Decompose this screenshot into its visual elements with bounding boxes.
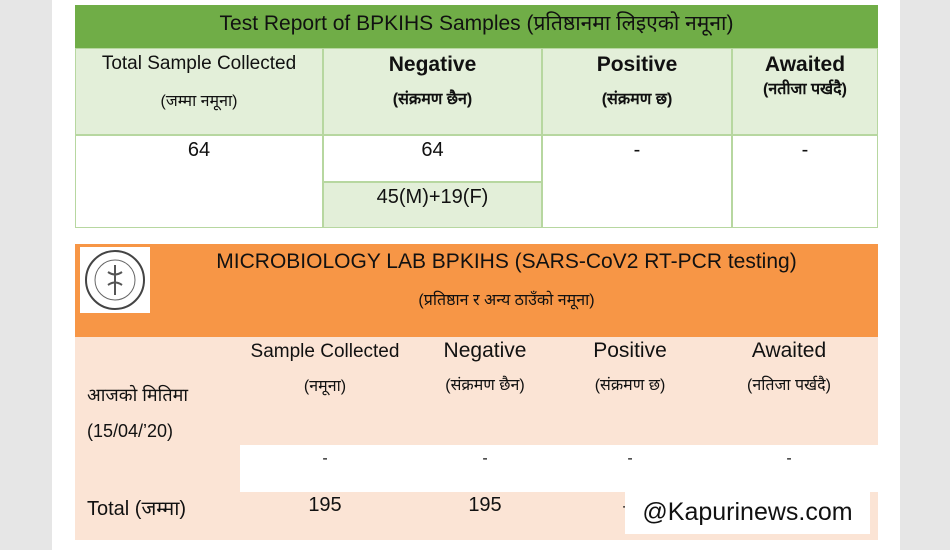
value: - [633,139,641,161]
header-label: Negative [388,53,477,76]
lab-title-bar: MICROBIOLOGY LAB BPKIHS (SARS-CoV2 RT-PC… [75,244,878,337]
header-sub: (नमूना) [303,378,347,395]
header-sub: (संक्रमण छ) [594,377,666,394]
header-cell: Awaited (नतिजा पर्खदै) [700,337,878,445]
header-cell: Positive (संक्रमण छ) [560,337,700,445]
value-cell: 45(M)+19(F) [323,182,542,228]
value: - [700,450,878,468]
value: 64 [421,139,444,161]
header-label: Sample Collected [250,341,400,362]
value-cell: - [732,135,878,228]
value-text: - [482,450,488,467]
value-cell: 64 [75,135,323,228]
header-sub: (संक्रमण छैन) [445,377,525,394]
value: 64 [187,139,211,161]
date-label: आजको मितिमा [87,385,189,405]
value-cell: 64 [323,135,542,182]
header-cell: Awaited (नतीजा पर्खदै) [732,48,878,135]
lab-title: MICROBIOLOGY LAB BPKIHS (SARS-CoV2 RT-PC… [216,250,797,273]
date: (15/04/’20) [87,421,174,441]
value: - [240,450,410,468]
header-cell: Negative (संक्रमण छैन) [410,337,560,445]
header-cell: Sample Collected (नमूना) [240,337,410,445]
today-row [240,445,878,492]
value: 45(M)+19(F) [376,186,489,208]
header-cell: Total Sample Collected (जम्मा नमूना) [75,48,323,135]
report-title-bar: Test Report of BPKIHS Samples (प्रतिष्ठा… [75,5,878,48]
watermark: @Kapurinews.com [625,490,870,534]
header-sub: (संक्रमण छैन) [392,91,473,108]
total-value: 195 [468,494,502,516]
value-text: - [786,450,792,467]
value: - [410,450,560,468]
header-sub: (संक्रमण छ) [601,91,673,108]
header-sub: (नतीजा पर्खदै) [763,81,847,98]
value-text: - [322,450,328,467]
page: Test Report of BPKIHS Samples (प्रतिष्ठा… [52,0,900,550]
header-label: Awaited [751,339,827,362]
header-cell: Positive (संक्रमण छ) [542,48,732,135]
date-cell: आजको मितिमा (15/04/’20) [75,337,240,445]
header-label: Positive [596,53,678,76]
header-label: Positive [593,339,667,362]
total-label: Total (जम्मा) [87,498,187,520]
total-value: - [560,498,690,516]
total-value: 195 [308,494,342,516]
header-label: Negative [443,339,527,362]
value-cell: - [542,135,732,228]
value: - [560,450,700,468]
logo [80,247,150,313]
lab-subtitle: (प्रतिष्ठान र अन्य ठाउँको नमूना) [418,292,595,309]
report-title: Test Report of BPKIHS Samples (प्रतिष्ठा… [219,12,734,35]
header-cell: Negative (संक्रमण छैन) [323,48,542,135]
header-label: Awaited [764,53,846,76]
value-text: - [627,450,633,467]
header-sub: (नतिजा पर्खदै) [747,377,831,394]
header-label: Total Sample Collected [101,53,297,74]
value: - [801,139,809,161]
header-sub: (जम्मा नमूना) [160,93,238,110]
